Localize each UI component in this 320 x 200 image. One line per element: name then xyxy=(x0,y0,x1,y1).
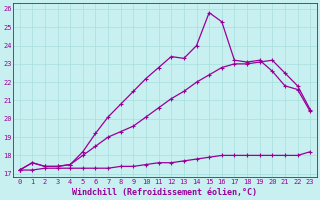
X-axis label: Windchill (Refroidissement éolien,°C): Windchill (Refroidissement éolien,°C) xyxy=(72,188,258,197)
